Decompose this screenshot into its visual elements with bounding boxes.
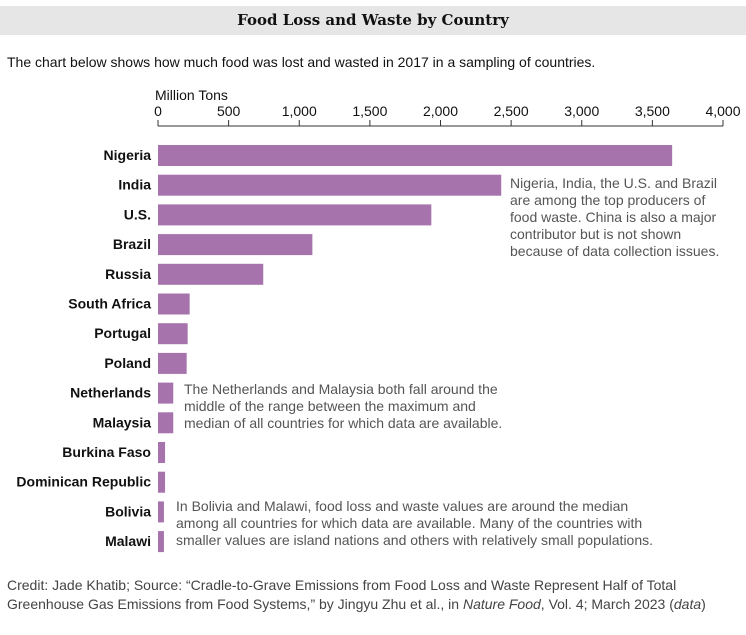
bar-malaysia xyxy=(158,412,174,434)
bar-u-s- xyxy=(158,204,432,226)
bar-russia xyxy=(158,263,264,285)
annotation-1-line: are among the top producers of xyxy=(510,192,705,208)
bar-south-africa xyxy=(158,293,190,315)
bar-poland xyxy=(158,352,187,374)
annotation-3-line: In Bolivia and Malawi, food loss and was… xyxy=(176,498,628,514)
x-tick-label: 2,500 xyxy=(494,103,529,119)
category-label: Dominican Republic xyxy=(16,474,151,490)
category-label: Poland xyxy=(104,355,151,371)
x-tick-label: 3,500 xyxy=(635,103,670,119)
x-axis-label: Million Tons xyxy=(155,87,228,103)
x-tick-label: 1,500 xyxy=(352,103,387,119)
credit-mid: , Vol. 4; March 2023 ( xyxy=(540,596,674,612)
bar-malawi xyxy=(158,531,164,553)
bar-india xyxy=(158,174,502,196)
annotation-1-line: food waste. China is also a major xyxy=(510,209,717,225)
annotation-2-line: The Netherlands and Malaysia both fall a… xyxy=(184,381,498,397)
category-label: Nigeria xyxy=(104,147,152,163)
x-tick-label: 500 xyxy=(217,103,241,119)
intro-text: The chart below shows how much food was … xyxy=(7,54,596,70)
x-tick-label: 3,000 xyxy=(564,103,599,119)
bar-dominican-republic xyxy=(158,471,166,493)
bar-bolivia xyxy=(158,501,164,523)
bar-nigeria xyxy=(158,145,673,166)
category-label: South Africa xyxy=(68,296,151,312)
annotation-3-line: smaller values are island nations and ot… xyxy=(176,532,653,548)
credit-journal: Nature Food xyxy=(462,596,541,612)
bar-burkina-faso xyxy=(158,442,166,463)
x-tick-label: 2,000 xyxy=(423,103,458,119)
category-label: U.S. xyxy=(124,206,151,222)
bar-brazil xyxy=(158,234,313,256)
data-link[interactable]: data xyxy=(673,596,702,612)
category-label: Malaysia xyxy=(93,414,152,430)
chart-title: Food Loss and Waste by Country xyxy=(0,6,746,35)
credit-prefix: Credit: Jade Khatib; Source: “Cradle-to-… xyxy=(7,577,677,612)
category-label: Netherlands xyxy=(70,385,151,401)
annotation-1-line: because of data collection issues. xyxy=(510,243,719,259)
bar-portugal xyxy=(158,323,188,345)
category-label: Malawi xyxy=(105,533,151,549)
annotation-3-line: among all countries for which data are a… xyxy=(176,515,642,531)
x-tick-label: 4,000 xyxy=(705,103,740,119)
category-label: Brazil xyxy=(113,236,151,252)
category-label: Bolivia xyxy=(105,503,151,519)
category-label: Burkina Faso xyxy=(62,444,151,460)
category-label: Portugal xyxy=(94,325,151,341)
bar-netherlands xyxy=(158,382,174,404)
annotation-1-line: Nigeria, India, the U.S. and Brazil xyxy=(510,175,717,191)
x-tick-label: 0 xyxy=(154,103,162,119)
credit-text: Credit: Jade Khatib; Source: “Cradle-to-… xyxy=(7,576,742,614)
annotation-1-line: contributor but is not shown xyxy=(510,226,681,242)
credit-suffix: ) xyxy=(701,596,706,612)
x-tick-label: 1,000 xyxy=(282,103,317,119)
category-label: Russia xyxy=(105,266,151,282)
annotation-2-line: median of all countries for which data a… xyxy=(184,415,502,431)
annotation-2-line: middle of the range between the maximum … xyxy=(184,398,476,414)
category-label: India xyxy=(118,177,151,193)
